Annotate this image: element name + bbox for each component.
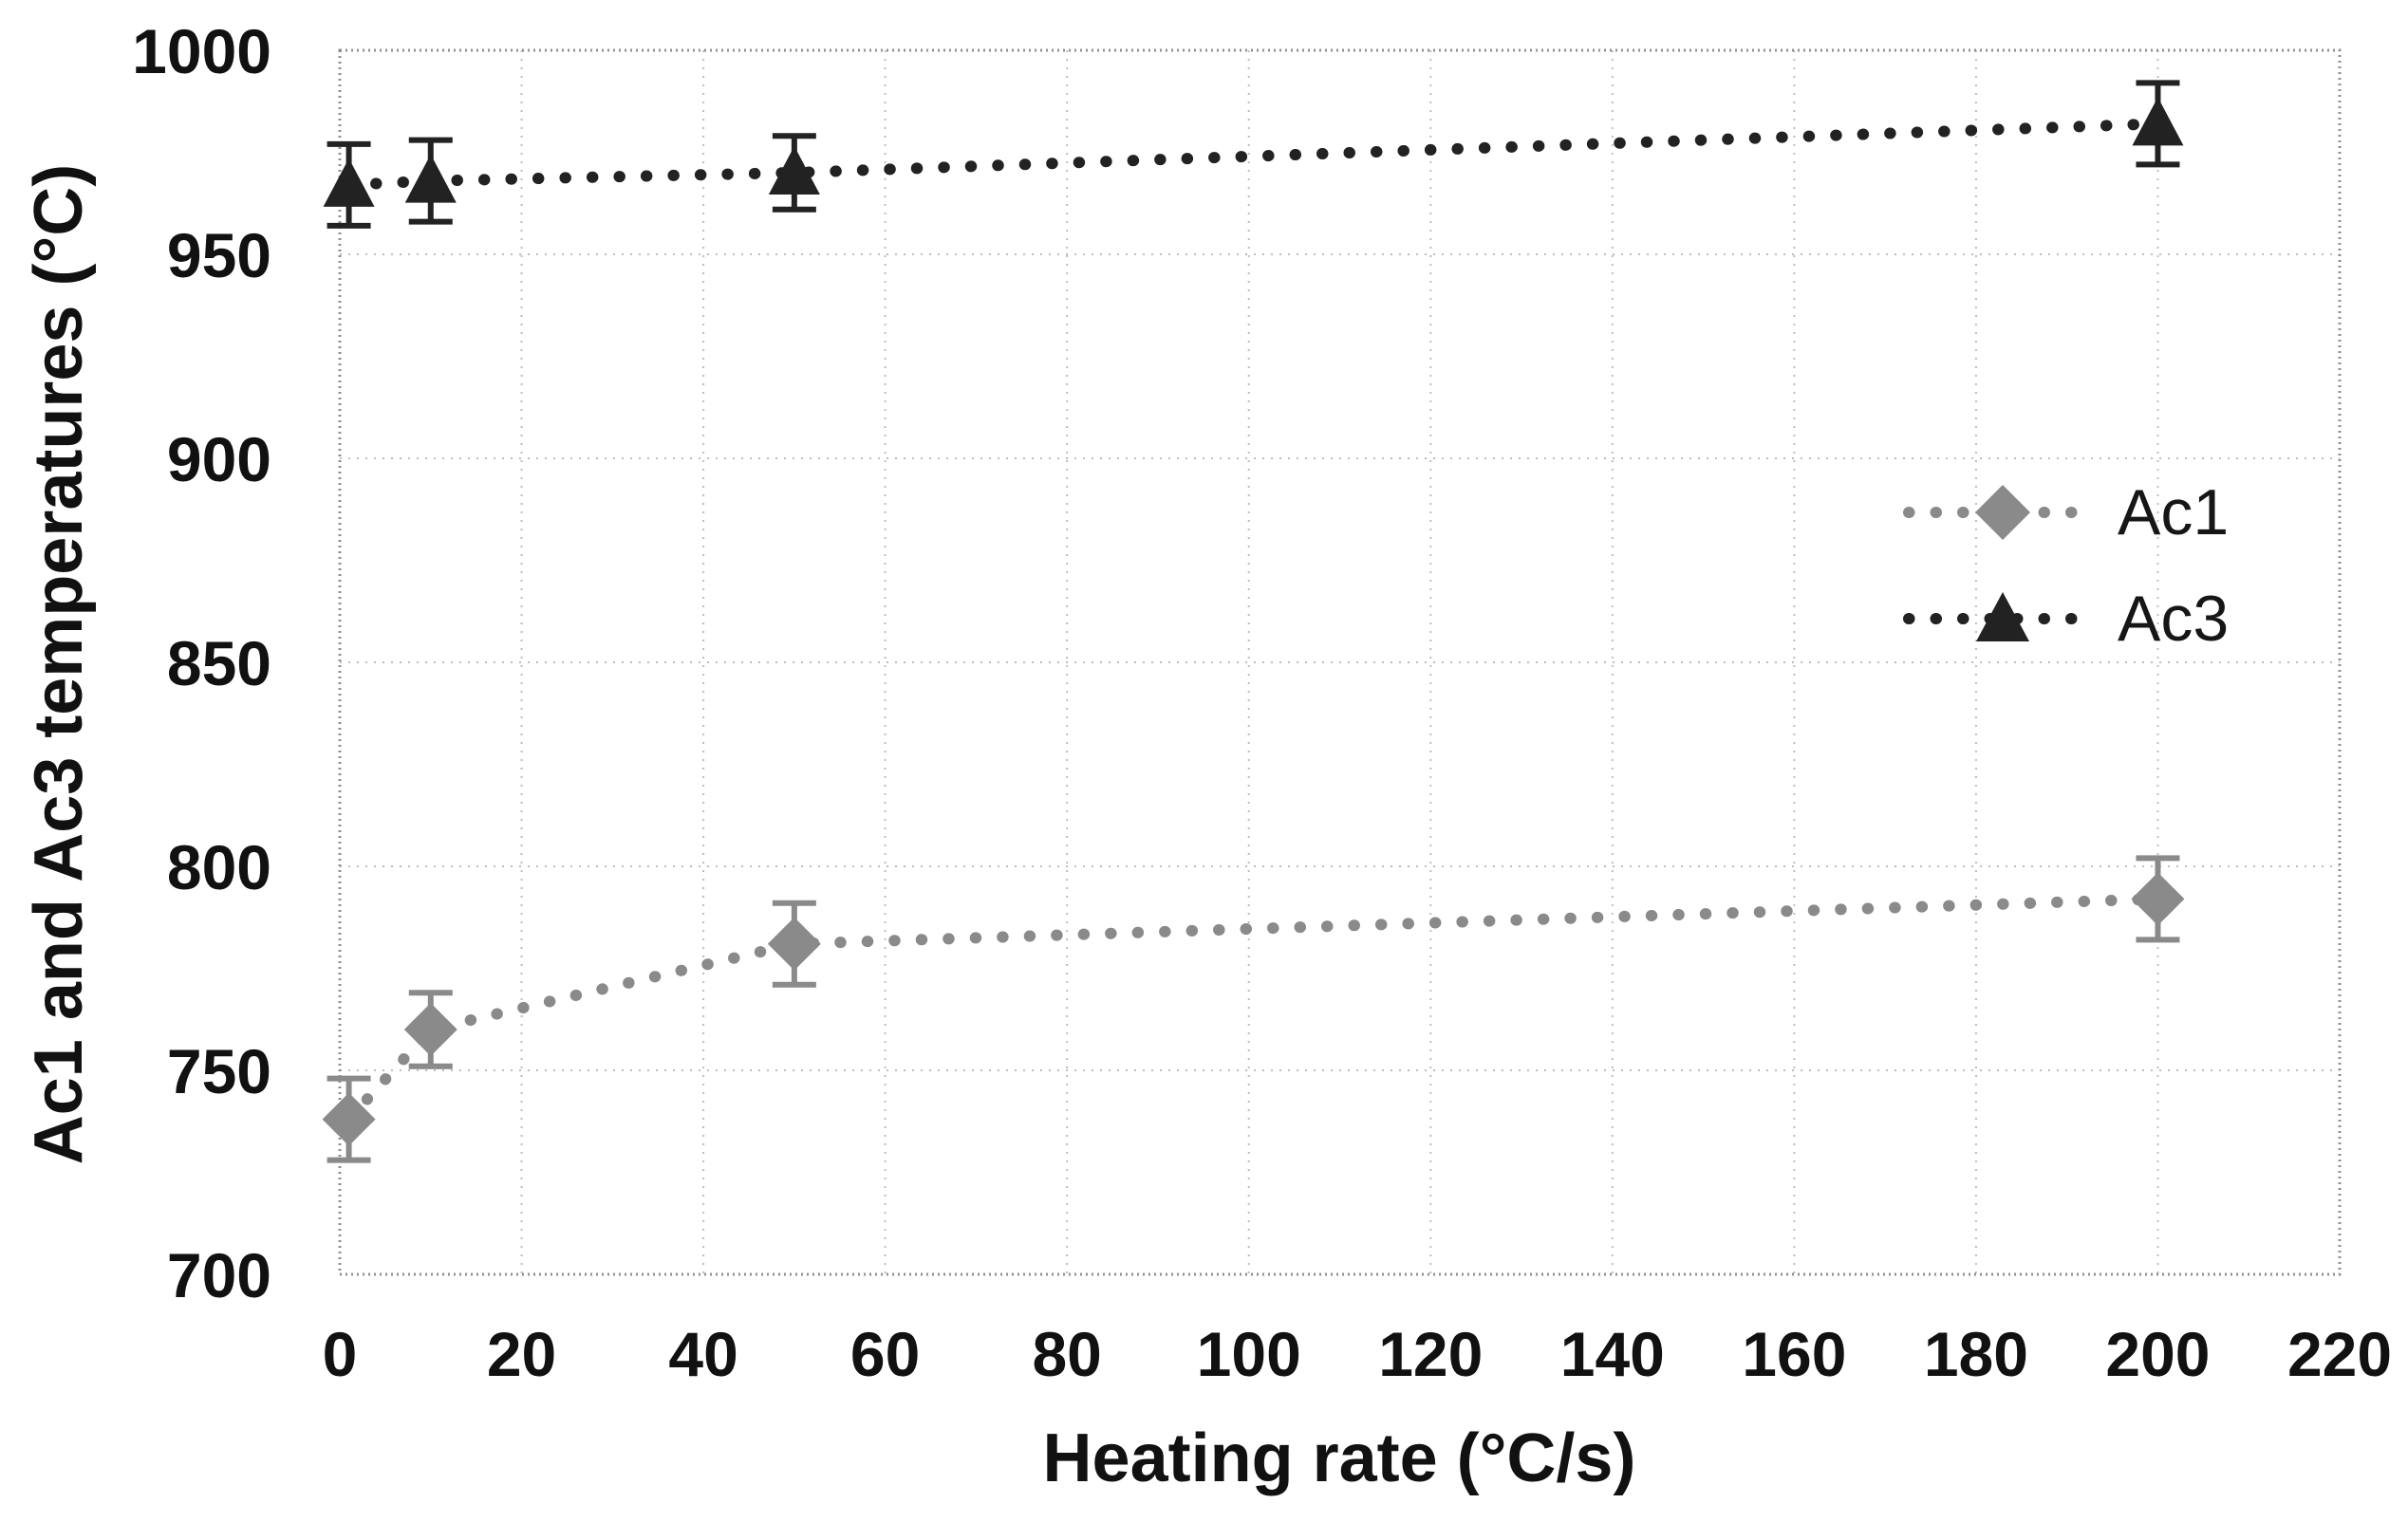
y-tick-label: 750: [167, 1036, 271, 1106]
x-tick-label: 220: [2287, 1319, 2392, 1389]
x-axis-tick-labels: 0 20 40 60 80 100 120 140 160 180 200 220: [323, 1319, 2392, 1389]
x-tick-label: 140: [1560, 1319, 1665, 1389]
y-axis-title: Ac1 and Ac3 temperatures (°C): [21, 163, 97, 1165]
x-tick-label: 100: [1197, 1319, 1301, 1389]
ac3-dotted-triangle-icon: [1903, 592, 2102, 641]
marker-triangle: [404, 154, 457, 203]
x-tick-label: 60: [850, 1319, 920, 1389]
series-ac1: [322, 855, 2185, 1163]
marker-triangle: [2132, 97, 2184, 146]
x-tick-label: 0: [323, 1319, 358, 1389]
series-line: [343, 118, 2164, 191]
chart-legend: Ac1 Ac3: [1903, 474, 2229, 687]
legend-label-ac1: Ac1: [2118, 476, 2230, 548]
marker-diamond: [322, 1092, 376, 1146]
y-tick-label: 800: [167, 832, 271, 902]
x-tick-label: 80: [1032, 1319, 1101, 1389]
y-tick-label: 950: [167, 220, 271, 290]
gridlines: [340, 50, 2340, 1274]
x-tick-label: 20: [487, 1319, 556, 1389]
y-tick-label: 700: [167, 1240, 271, 1310]
marker-triangle: [768, 146, 820, 195]
x-tick-label: 180: [1924, 1319, 2028, 1389]
y-tick-label: 850: [167, 628, 271, 698]
ac1-dotted-diamond-icon: [1903, 485, 2102, 540]
x-tick-label: 40: [668, 1319, 737, 1389]
y-axis-tick-labels: 700 750 800 850 900 950 1000: [132, 16, 271, 1310]
legend-entry-ac3: Ac3: [1903, 581, 2229, 657]
x-axis-title: Heating rate (°C/s): [1042, 1420, 1636, 1496]
marker-diamond: [767, 917, 821, 971]
x-tick-label: 200: [2105, 1319, 2210, 1389]
x-tick-label: 160: [1742, 1319, 1846, 1389]
marker-triangle: [323, 158, 375, 207]
legend-entry-ac1: Ac1: [1903, 474, 2229, 550]
legend-label-ac3: Ac3: [2118, 583, 2230, 655]
series-ac3: [323, 80, 2184, 229]
x-tick-label: 120: [1378, 1319, 1483, 1389]
marker-diamond: [2131, 872, 2185, 926]
series-line: [343, 893, 2164, 1125]
y-tick-label: 900: [167, 424, 271, 494]
marker-diamond: [403, 1003, 457, 1056]
y-tick-label: 1000: [132, 16, 271, 86]
